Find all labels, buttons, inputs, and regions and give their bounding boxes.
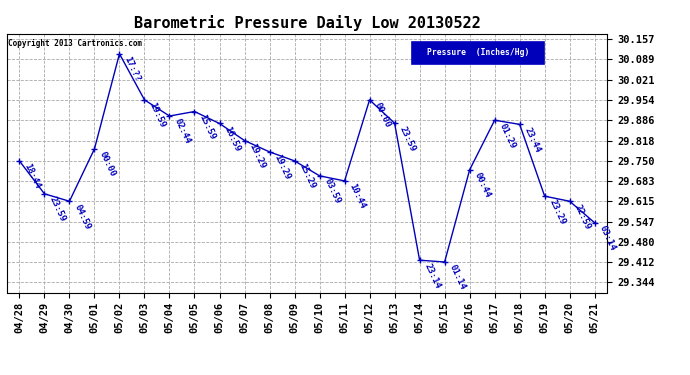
Text: 23:44: 23:44 (522, 126, 542, 154)
Text: 23:29: 23:29 (547, 198, 567, 226)
Text: 16:59: 16:59 (222, 125, 242, 153)
Text: 03:59: 03:59 (322, 177, 342, 206)
Text: Copyright 2013 Cartronics.com: Copyright 2013 Cartronics.com (8, 39, 142, 48)
Text: 01:29: 01:29 (497, 122, 517, 150)
Text: 00:00: 00:00 (373, 101, 392, 129)
Text: 04:59: 04:59 (72, 202, 92, 231)
Text: 23:14: 23:14 (422, 262, 442, 290)
Text: 02:44: 02:44 (172, 117, 192, 146)
Text: 17:??: 17:?? (122, 55, 141, 83)
Text: 19:59: 19:59 (147, 101, 167, 129)
Text: 10:44: 10:44 (347, 182, 367, 210)
Text: 23:59: 23:59 (397, 124, 417, 153)
Text: 18:44: 18:44 (22, 162, 41, 190)
Text: 03:14: 03:14 (598, 224, 617, 252)
Text: 00:44: 00:44 (473, 171, 492, 200)
Text: 15:59: 15:59 (197, 113, 217, 141)
Text: Pressure  (Inches/Hg): Pressure (Inches/Hg) (427, 48, 529, 57)
Text: 19:29: 19:29 (273, 153, 292, 182)
Text: 19:29: 19:29 (247, 142, 267, 170)
Text: 01:14: 01:14 (447, 263, 467, 291)
Text: 22:59: 22:59 (573, 202, 592, 231)
Text: 00:00: 00:00 (97, 150, 117, 178)
Text: 15:29: 15:29 (297, 162, 317, 190)
Text: 23:59: 23:59 (47, 195, 67, 223)
Title: Barometric Pressure Daily Low 20130522: Barometric Pressure Daily Low 20130522 (134, 15, 480, 31)
FancyBboxPatch shape (412, 42, 544, 63)
